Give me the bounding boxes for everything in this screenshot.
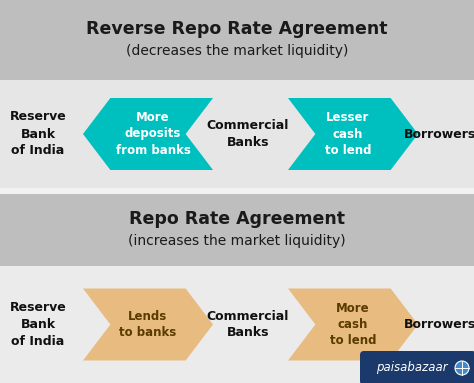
- Text: Lends
to banks: Lends to banks: [119, 310, 177, 339]
- Text: Reserve
Bank
of India: Reserve Bank of India: [9, 111, 66, 157]
- FancyBboxPatch shape: [0, 80, 474, 188]
- Polygon shape: [288, 288, 418, 360]
- FancyBboxPatch shape: [0, 266, 474, 383]
- Polygon shape: [83, 98, 213, 170]
- Text: Borrowers: Borrowers: [404, 128, 474, 141]
- Text: More
deposits
from banks: More deposits from banks: [116, 111, 191, 157]
- FancyBboxPatch shape: [0, 188, 474, 194]
- Polygon shape: [83, 288, 213, 360]
- FancyBboxPatch shape: [0, 194, 474, 266]
- Text: (increases the market liquidity): (increases the market liquidity): [128, 234, 346, 248]
- Text: Lesser
cash
to lend: Lesser cash to lend: [325, 111, 371, 157]
- Text: Borrowers: Borrowers: [404, 318, 474, 331]
- Text: Commercial
Banks: Commercial Banks: [207, 309, 289, 339]
- Text: paisabazaar: paisabazaar: [376, 362, 448, 375]
- Text: Repo Rate Agreement: Repo Rate Agreement: [129, 210, 345, 228]
- Text: Reverse Repo Rate Agreement: Reverse Repo Rate Agreement: [86, 20, 388, 38]
- Text: More
cash
to lend: More cash to lend: [330, 301, 376, 347]
- Text: Reserve
Bank
of India: Reserve Bank of India: [9, 301, 66, 348]
- FancyBboxPatch shape: [0, 0, 474, 80]
- FancyBboxPatch shape: [360, 351, 474, 383]
- Circle shape: [455, 361, 469, 375]
- Polygon shape: [288, 98, 418, 170]
- Text: Commercial
Banks: Commercial Banks: [207, 119, 289, 149]
- Text: (decreases the market liquidity): (decreases the market liquidity): [126, 44, 348, 58]
